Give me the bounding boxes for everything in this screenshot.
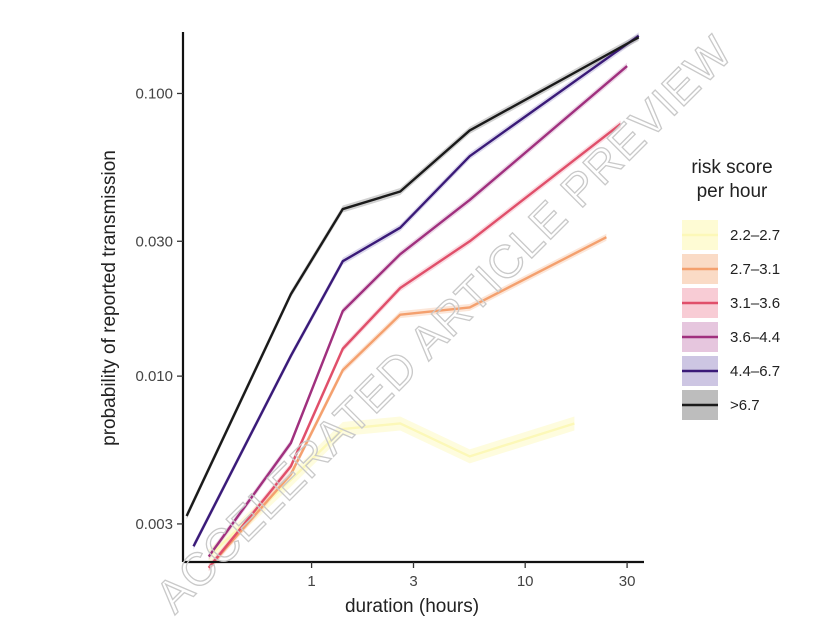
legend-label: 2.2–2.7 [730, 227, 780, 244]
axes: 1 3 10 30 0.003 0.010 0.030 0.100 [135, 32, 644, 590]
series-lines [185, 34, 640, 569]
legend-label: 3.1–3.6 [730, 295, 780, 312]
legend-title: risk score [691, 157, 772, 178]
watermark: ACCELERATED ARTICLE PREVIEW [145, 25, 742, 622]
legend-label: >6.7 [730, 397, 760, 414]
x-axis-title: duration (hours) [345, 596, 479, 617]
y-tick-label: 0.030 [135, 233, 173, 250]
x-tick-label: 3 [409, 573, 417, 590]
x-tick-label: 1 [307, 573, 315, 590]
y-axis-title: probability of reported transmission [99, 150, 120, 446]
series-line [207, 236, 607, 569]
x-tick-label: 30 [619, 573, 636, 590]
y-tick-label: 0.100 [135, 85, 173, 102]
legend: risk score per hour 2.2–2.7 2.7–3.1 3.1–3.6 3… [682, 157, 780, 420]
x-tick-label: 10 [517, 573, 534, 590]
series-line [192, 34, 640, 547]
y-tick-label: 0.003 [135, 516, 173, 533]
series-line [207, 123, 622, 569]
legend-label: 2.7–3.1 [730, 261, 780, 278]
series-line [207, 422, 575, 558]
y-tick-label: 0.010 [135, 368, 173, 385]
series-line [207, 65, 628, 558]
legend-title: per hour [697, 181, 768, 202]
legend-label: 4.4–6.7 [730, 363, 780, 380]
legend-label: 3.6–4.4 [730, 329, 780, 346]
series-line [185, 36, 640, 517]
